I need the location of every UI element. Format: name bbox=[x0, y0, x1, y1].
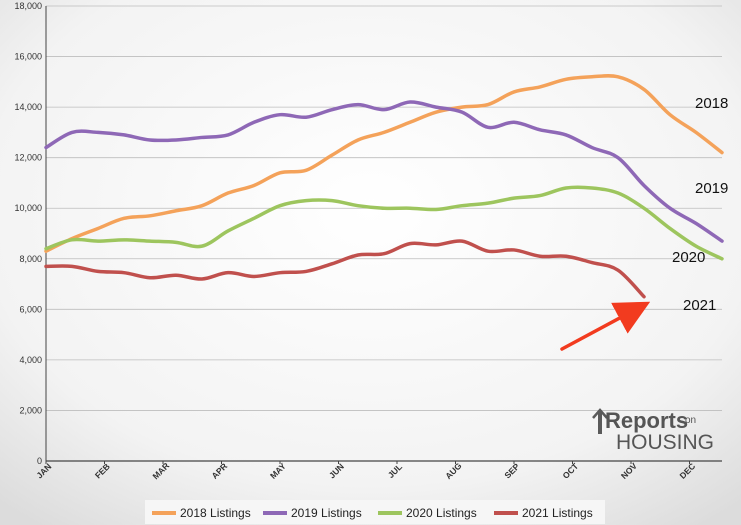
y-tick-label: 10,000 bbox=[14, 203, 42, 213]
series-line-2018 bbox=[44, 73, 724, 253]
red-arrow-annotation bbox=[560, 301, 651, 351]
end-label-2021: 2021 bbox=[683, 297, 716, 314]
legend-entry: 2020 Listings bbox=[406, 506, 477, 520]
series-line-2021 bbox=[44, 239, 646, 299]
y-tick-label: 6,000 bbox=[19, 304, 42, 314]
y-tick-label: 18,000 bbox=[14, 1, 42, 11]
reports-on-housing-logo: Reports on HOUSING bbox=[592, 408, 714, 454]
y-tick-label: 2,000 bbox=[19, 405, 42, 415]
legend-entry: 2021 Listings bbox=[522, 506, 593, 520]
logo-text-housing: HOUSING bbox=[616, 431, 714, 454]
y-tick-label: 14,000 bbox=[14, 102, 42, 112]
y-axis-ticks: 0 2,000 4,000 6,000 8,000 10,000 12,000 14,000 1… bbox=[14, 1, 42, 466]
legend-entry: 2018 Listings bbox=[180, 506, 251, 520]
legend-entry: 2019 Listings bbox=[291, 506, 362, 520]
series-lines bbox=[44, 73, 724, 299]
end-label-2019: 2019 bbox=[695, 180, 728, 197]
end-label-2020: 2020 bbox=[672, 249, 705, 266]
gridlines bbox=[45, 5, 722, 462]
legend-background bbox=[145, 500, 605, 524]
series-end-labels: 2018 2019 2020 2021 bbox=[672, 95, 728, 314]
y-tick-label: 8,000 bbox=[19, 254, 42, 264]
y-tick-label: 0 bbox=[37, 456, 42, 466]
logo-text-reports: Reports bbox=[605, 408, 688, 433]
y-tick-label: 12,000 bbox=[14, 153, 42, 163]
series-line-2020 bbox=[44, 185, 724, 261]
logo-house-icon bbox=[592, 408, 608, 434]
end-label-2018: 2018 bbox=[695, 95, 728, 112]
y-tick-label: 4,000 bbox=[19, 355, 42, 365]
logo-text-on: on bbox=[685, 415, 696, 426]
y-tick-label: 16,000 bbox=[14, 52, 42, 62]
legend: 2018 Listings 2019 Listings 2020 Listings 2… bbox=[145, 500, 605, 524]
series-line-2019 bbox=[44, 100, 724, 243]
